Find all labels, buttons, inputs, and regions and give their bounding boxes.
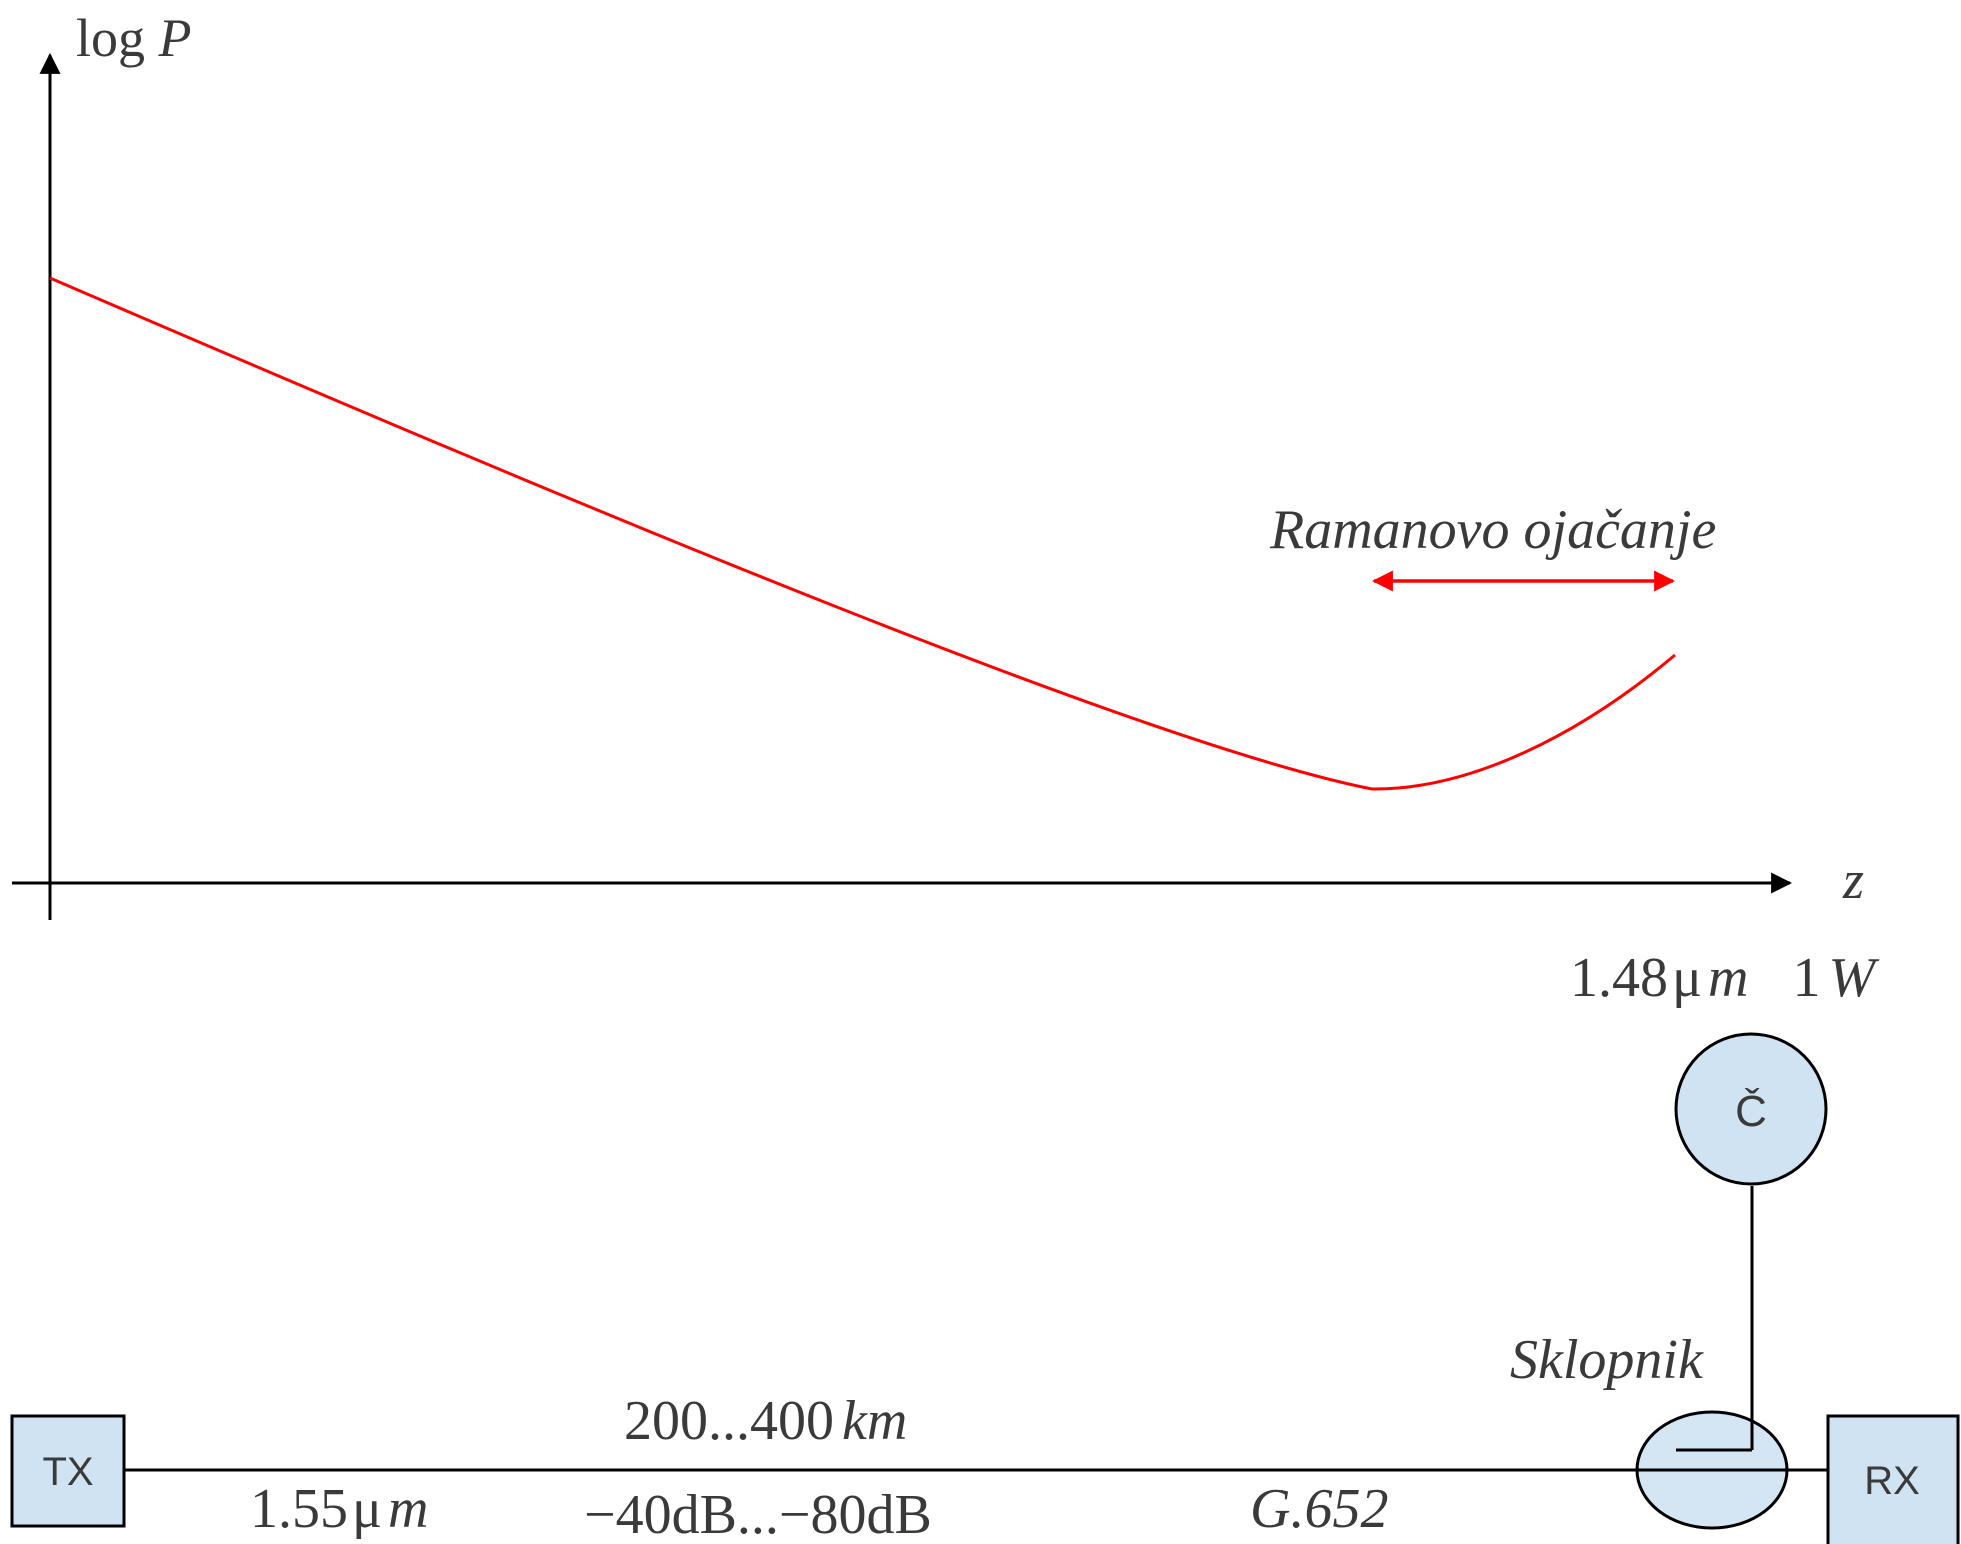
rx-label: RX <box>1864 1459 1920 1503</box>
rx-box: RX <box>1826 1414 1960 1544</box>
tx-box: TX <box>10 1414 126 1528</box>
pump-label: Č <box>1735 1086 1767 1136</box>
power-curve <box>49 276 1676 791</box>
distance-label: 200...400 km <box>624 1390 907 1452</box>
x-axis-label: z <box>1842 850 1864 910</box>
signal-wavelength-label: 1.55μ m <box>250 1478 428 1540</box>
fiber-type-label: G.652 <box>1250 1478 1388 1540</box>
pump-spec: 1.48μ m 1 W <box>1570 947 1879 1009</box>
raman-gain-label: Ramanovo ojačanje <box>1269 499 1716 561</box>
power-plot: log P z Ramanovo ojačanje <box>12 8 1864 920</box>
tx-label: TX <box>42 1450 93 1494</box>
y-axis-label: log P <box>76 8 192 68</box>
link-schematic: TX RX Č 1.48μ m 1 W Sklopnik 200...400 km 1.… <box>10 947 1960 1544</box>
attenuation-label: −40dB...−80dB <box>584 1484 932 1544</box>
pump-source: Č <box>1674 1032 1828 1186</box>
coupler-label: Sklopnik <box>1510 1329 1704 1391</box>
